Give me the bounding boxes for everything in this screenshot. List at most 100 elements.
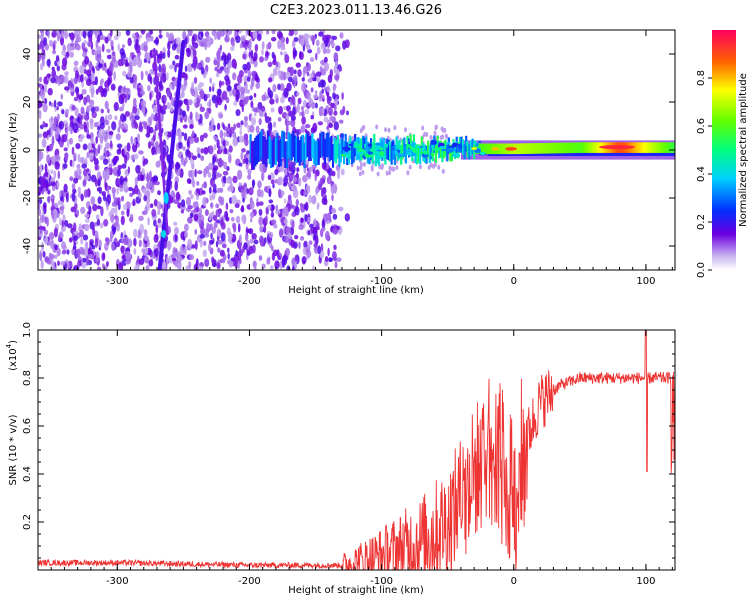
carrier-segment [642,142,645,153]
noise-blob [170,190,175,198]
noise-blob [107,125,111,132]
carrier-segment [669,142,672,153]
carrier-segment [395,136,398,157]
noise-blob [270,179,275,185]
noise-blob [277,83,281,91]
noise-blob [277,176,284,186]
noise-blob [340,168,345,176]
carrier-speckle [394,150,398,154]
noise-blob [222,170,229,176]
noise-blob [246,150,250,155]
noise-blob [189,111,193,120]
noise-blob [188,170,193,178]
noise-blob [277,255,281,261]
noise-blob [323,198,328,206]
colorbar-label: Normalized spectral amplitude [738,73,749,227]
noise-blob [82,257,87,263]
noise-blob [169,64,174,70]
noise-blob [234,30,238,37]
noise-blob [264,112,267,119]
noise-blob [106,48,111,54]
noise-blob [258,255,263,261]
colorbar-tick-label: 0.6 [696,118,707,134]
noise-blob [199,265,204,270]
noise-blob [103,158,109,165]
noise-blob [263,237,267,244]
noise-blob [249,124,255,133]
noise-blob [75,248,81,258]
noise-blob [129,213,134,223]
noise-blob [325,48,331,54]
carrier-segment [650,142,653,153]
noise-blob [72,152,77,159]
carrier-segment [661,142,664,153]
noise-blob [300,236,305,241]
noise-blob [331,251,337,260]
carrier-speckle [473,140,477,145]
noise-blob [217,240,223,245]
noise-blob [89,221,95,230]
snr-background [38,330,675,570]
noise-blob [125,250,131,261]
noise-blob [280,46,286,51]
noise-blob [180,72,187,79]
noise-blob [193,214,199,222]
noise-blob [116,187,119,195]
noise-blob [267,204,272,210]
noise-blob [434,125,438,131]
noise-blob [295,62,301,68]
carrier-segment [254,137,257,167]
noise-blob [89,102,94,108]
noise-blob [317,245,322,255]
noise-blob [303,203,308,210]
noise-blob [194,191,197,196]
noise-blob [161,63,166,74]
noise-blob [97,125,101,131]
noise-blob [58,235,61,242]
noise-blob [215,240,219,248]
carrier-segment [428,145,431,164]
carrier-segment [292,131,295,158]
spectrogram-x-label: Height of straight line (km) [288,285,424,296]
noise-blob [441,168,445,174]
noise-blob [370,166,374,172]
carrier-segment [287,132,290,159]
noise-blob [57,113,60,122]
carrier-peak [491,147,500,151]
noise-blob [250,117,257,126]
noise-blob [267,61,273,68]
noise-blob [46,129,50,136]
noise-blob [224,75,230,82]
noise-blob [300,217,304,223]
carrier-segment [666,142,669,153]
noise-blob [217,231,222,237]
carrier-speckle [441,148,447,152]
noise-blob [68,81,73,88]
carrier-segment [263,136,266,165]
noise-blob [142,188,148,194]
x-tick-label: -300 [106,276,129,287]
noise-blob [229,126,235,134]
noise-blob [60,225,66,232]
noise-blob [141,248,146,253]
noise-blob [41,138,47,148]
noise-blob [224,66,230,76]
noise-blob [248,228,254,235]
noise-blob [333,121,339,131]
noise-blob [39,250,43,260]
noise-blob [255,82,261,89]
noise-blob [290,115,296,121]
noise-blob [311,265,316,270]
noise-blob [240,120,244,125]
noise-blob [204,228,210,236]
noise-blob [288,233,292,239]
noise-blob [207,35,212,44]
noise-blob [157,190,161,196]
noise-blob [297,69,302,78]
noise-blob [199,106,205,113]
noise-blob [277,39,281,50]
noise-blob [92,67,95,74]
noise-blob [254,111,257,117]
noise-blob [287,120,291,126]
carrier-segment [538,143,541,154]
